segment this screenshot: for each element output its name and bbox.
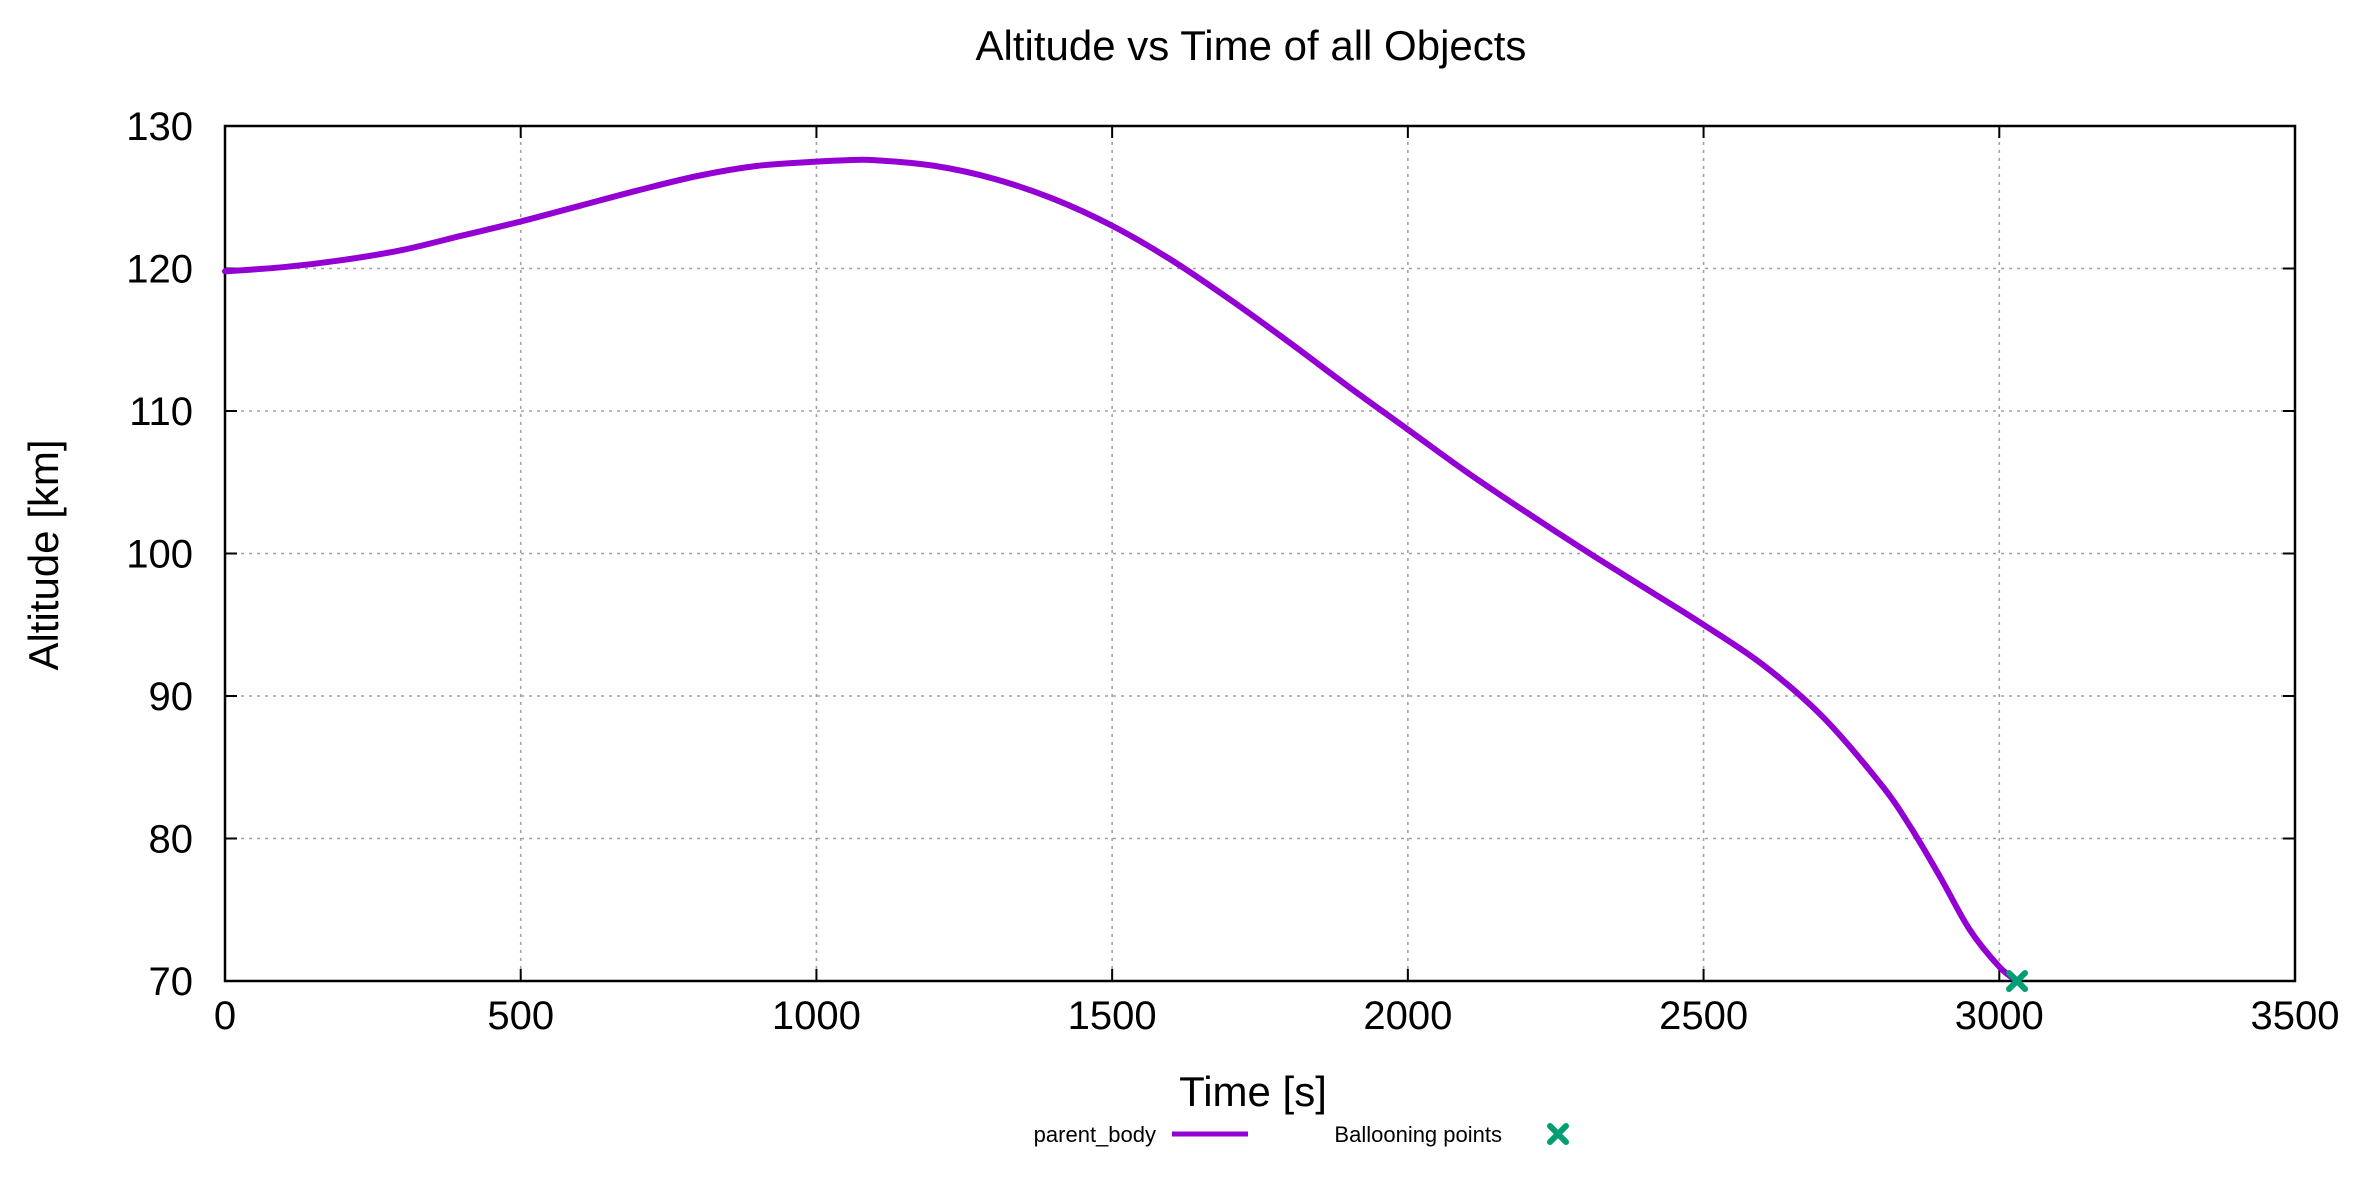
legend-label-parent-body: parent_body: [1034, 1122, 1156, 1147]
y-tick-label: 70: [149, 960, 194, 1004]
x-tick-label: 2500: [1659, 994, 1748, 1038]
chart-title: Altitude vs Time of all Objects: [976, 22, 1527, 69]
y-axis-ticks: 70 80 90 100 110 120 130: [126, 105, 2295, 1004]
grid: [225, 126, 2295, 981]
series-layer: [222, 156, 2029, 992]
x-tick-label: 1500: [1068, 994, 1157, 1038]
x-tick-label: 3000: [1955, 994, 2044, 1038]
x-tick-label: 2000: [1363, 994, 1452, 1038]
x-axis-label: Time [s]: [1179, 1068, 1327, 1115]
legend-marker-x: [1547, 1123, 1569, 1145]
y-tick-label: 110: [129, 390, 193, 434]
y-tick-label: 90: [149, 675, 194, 719]
y-tick-label: 80: [149, 818, 194, 862]
x-tick-label: 3500: [2251, 994, 2340, 1038]
ballooning-point-marker: [2006, 970, 2029, 992]
x-axis-ticks: 0 500 1000 1500 2000 2500 3000 3500: [214, 126, 2340, 1038]
x-tick-label: 1000: [772, 994, 861, 1038]
x-tick-label: 0: [214, 994, 236, 1038]
x-tick-label: 500: [487, 994, 554, 1038]
y-tick-label: 100: [126, 533, 193, 577]
y-tick-label: 120: [126, 248, 193, 292]
legend: parent_body Ballooning points: [1034, 1122, 1569, 1147]
series-line-parent-body: [222, 156, 2021, 984]
y-axis-label: Altitude [km]: [20, 439, 67, 670]
legend-label-ballooning-points: Ballooning points: [1334, 1122, 1502, 1147]
y-tick-label: 130: [126, 105, 193, 149]
legend-swatch-ballooning-points: [1547, 1123, 1569, 1145]
